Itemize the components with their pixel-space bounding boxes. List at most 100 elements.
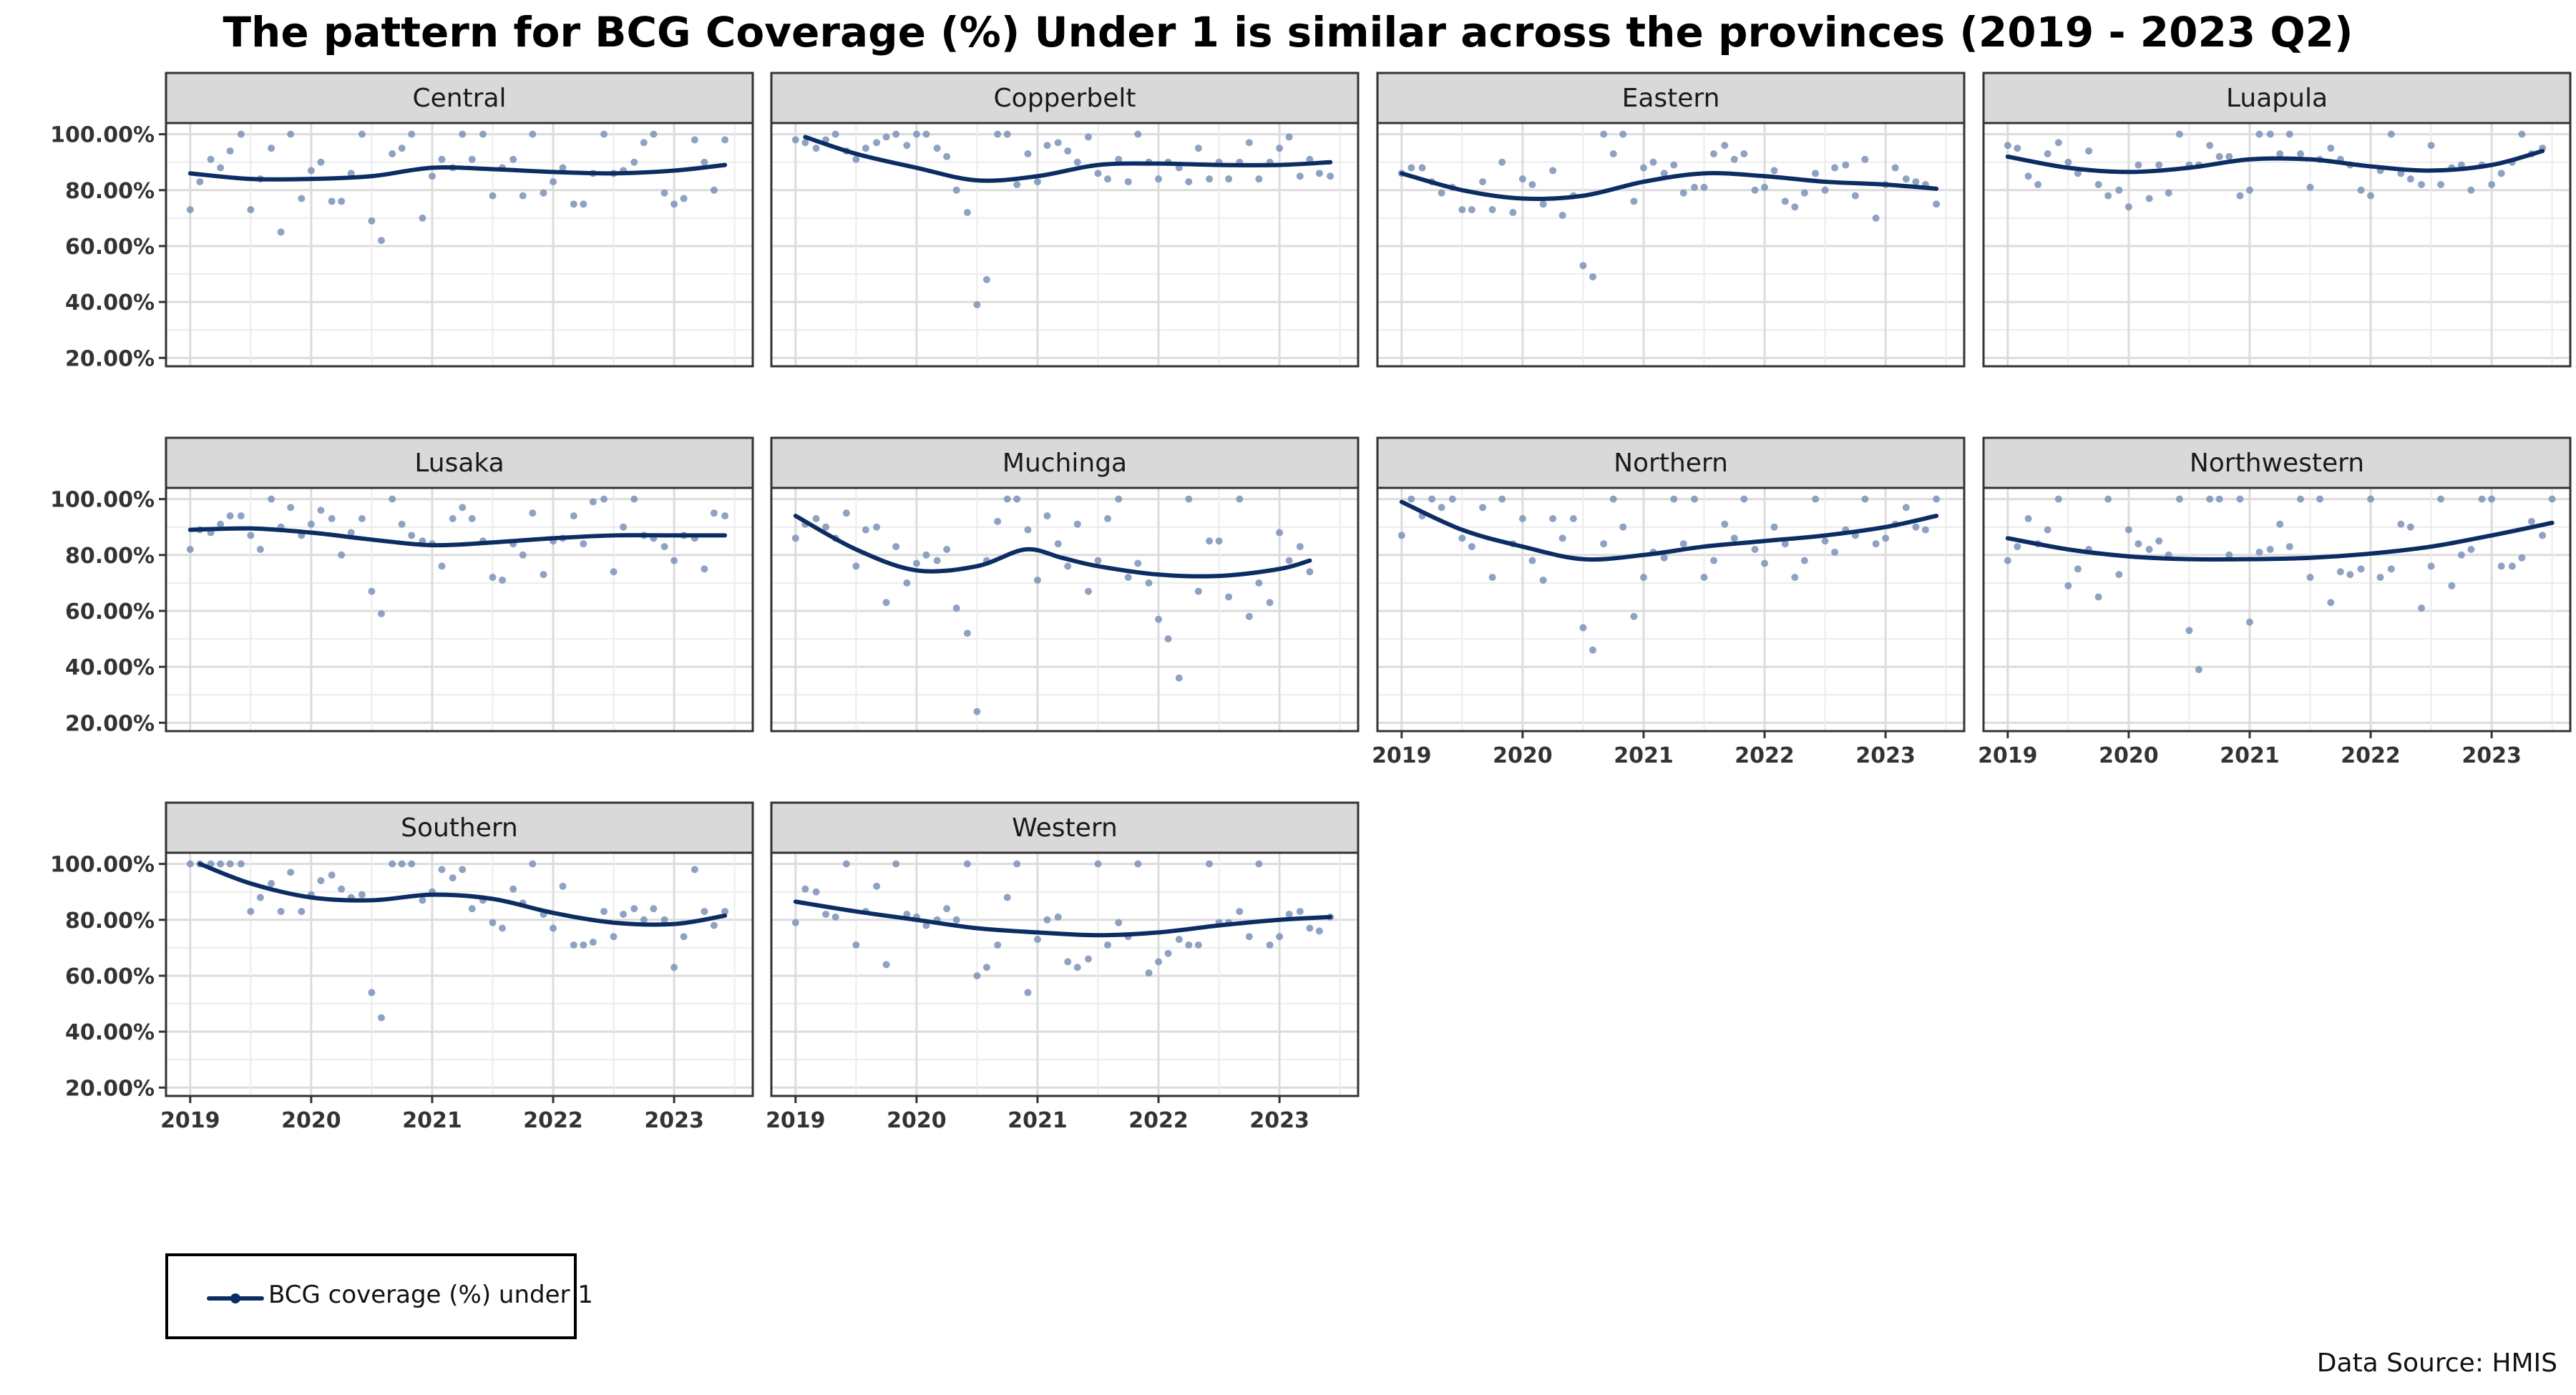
data-point bbox=[670, 557, 678, 564]
data-point bbox=[1679, 540, 1687, 548]
data-point bbox=[882, 133, 890, 141]
data-point bbox=[1115, 919, 1123, 926]
data-point bbox=[529, 860, 537, 868]
data-point bbox=[1842, 161, 1850, 169]
data-point bbox=[2054, 139, 2062, 147]
data-point bbox=[217, 860, 225, 868]
data-point bbox=[1751, 186, 1759, 194]
data-point bbox=[1549, 167, 1557, 175]
x-tick-label: 2020 bbox=[887, 1108, 947, 1133]
data-point bbox=[2094, 593, 2102, 601]
data-point bbox=[1589, 646, 1596, 654]
data-point bbox=[982, 275, 990, 283]
data-point bbox=[2245, 186, 2253, 194]
facet-label: Muchinga bbox=[1002, 449, 1127, 478]
data-point bbox=[2488, 180, 2496, 188]
data-point bbox=[2427, 562, 2435, 570]
data-point bbox=[903, 910, 911, 918]
data-point bbox=[298, 908, 306, 916]
data-point bbox=[419, 214, 426, 222]
data-point bbox=[670, 200, 678, 208]
x-tick-label: 2021 bbox=[1008, 1108, 1068, 1133]
data-point bbox=[1549, 514, 1557, 522]
data-point bbox=[903, 142, 911, 150]
data-point bbox=[1589, 273, 1596, 280]
facet-lusaka: Lusaka 20.00% 40.00% 60.00% 80.00% 100.00% bbox=[50, 436, 754, 736]
data-point bbox=[912, 559, 920, 567]
facet-strip bbox=[165, 72, 754, 124]
data-point bbox=[196, 178, 204, 186]
data-point bbox=[277, 228, 285, 236]
data-point bbox=[2004, 142, 2011, 150]
data-point bbox=[640, 139, 648, 147]
y-tick-label: 40.00% bbox=[65, 1020, 155, 1045]
data-point bbox=[630, 905, 638, 913]
x-tick-label: 2022 bbox=[1735, 743, 1795, 768]
data-point bbox=[922, 130, 930, 138]
data-point bbox=[2004, 557, 2011, 564]
data-point bbox=[277, 908, 285, 916]
data-point bbox=[1054, 540, 1062, 548]
data-point bbox=[1690, 495, 1698, 503]
data-point bbox=[247, 206, 255, 214]
data-point bbox=[2236, 495, 2244, 503]
data-point bbox=[1740, 495, 1748, 503]
data-point bbox=[1539, 200, 1547, 208]
data-point bbox=[2024, 172, 2032, 180]
data-point bbox=[2175, 495, 2183, 503]
data-point bbox=[680, 195, 688, 202]
data-point bbox=[2034, 180, 2042, 188]
data-point bbox=[2255, 130, 2263, 138]
data-point bbox=[2225, 551, 2233, 559]
data-point bbox=[2255, 548, 2263, 556]
data-point bbox=[368, 587, 376, 595]
data-point bbox=[449, 514, 457, 522]
data-point bbox=[1124, 574, 1132, 582]
data-point bbox=[408, 532, 416, 539]
data-point bbox=[2367, 495, 2375, 503]
data-point bbox=[1043, 512, 1051, 520]
data-point bbox=[1639, 574, 1647, 582]
data-point bbox=[2215, 495, 2223, 503]
facet-label: Northwestern bbox=[2190, 449, 2364, 478]
data-point bbox=[1600, 540, 1608, 548]
data-point bbox=[2104, 495, 2112, 503]
data-point bbox=[468, 514, 476, 522]
data-point bbox=[1064, 562, 1072, 570]
y-tick-label: 20.00% bbox=[65, 346, 155, 371]
data-point bbox=[933, 557, 941, 564]
data-point bbox=[822, 910, 830, 918]
data-point bbox=[1073, 158, 1081, 166]
data-point bbox=[691, 866, 698, 873]
x-tick-label: 2022 bbox=[523, 1108, 583, 1133]
data-point bbox=[1600, 130, 1608, 138]
data-point bbox=[580, 200, 587, 208]
trend-line bbox=[187, 162, 728, 182]
data-point bbox=[1013, 495, 1021, 503]
y-tick-label: 40.00% bbox=[65, 655, 155, 680]
data-point bbox=[1630, 197, 1638, 205]
data-point bbox=[994, 941, 1002, 949]
data-point bbox=[317, 506, 325, 514]
data-point bbox=[2064, 582, 2072, 589]
data-point bbox=[1397, 532, 1405, 539]
data-point bbox=[1670, 161, 1678, 169]
data-point bbox=[2266, 130, 2274, 138]
data-point bbox=[217, 520, 225, 528]
data-point bbox=[650, 130, 658, 138]
data-point bbox=[710, 921, 718, 929]
data-point bbox=[1468, 543, 1475, 551]
data-point bbox=[509, 885, 517, 893]
data-point bbox=[1155, 958, 1163, 966]
data-point bbox=[570, 512, 577, 520]
data-point bbox=[358, 891, 366, 899]
data-point bbox=[873, 882, 881, 890]
data-point bbox=[2508, 562, 2516, 570]
y-tick-label: 20.00% bbox=[65, 1076, 155, 1101]
data-point bbox=[489, 919, 497, 926]
y-tick-label: 80.00% bbox=[65, 544, 155, 569]
data-point bbox=[660, 543, 668, 551]
panel-border bbox=[770, 122, 1360, 368]
data-point bbox=[2206, 495, 2214, 503]
